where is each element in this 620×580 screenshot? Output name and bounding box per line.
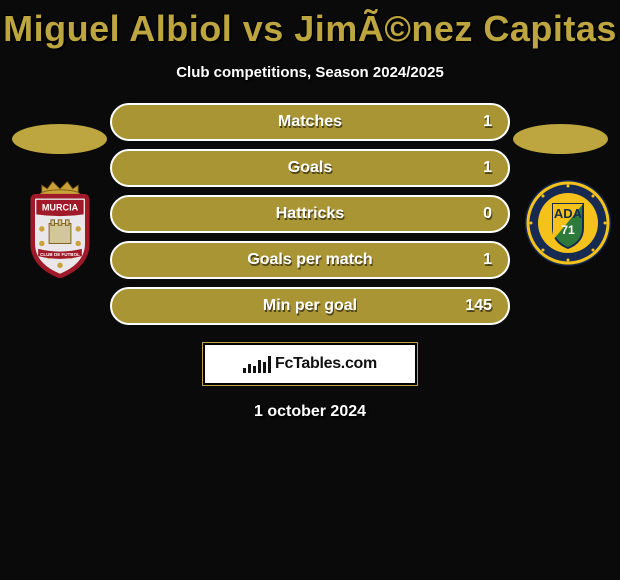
stat-label: Min per goal xyxy=(263,297,357,315)
stat-row-matches: Matches 1 xyxy=(110,103,510,141)
stat-value: 1 xyxy=(483,159,492,177)
subtitle: Club competitions, Season 2024/2025 xyxy=(0,64,620,81)
stat-value: 145 xyxy=(465,297,492,315)
stat-label: Hattricks xyxy=(276,205,344,223)
stats-area: Matches 1 Goals 1 Hattricks 0 Goals per … xyxy=(0,103,620,325)
stat-row-goals: Goals 1 xyxy=(110,149,510,187)
stat-value: 0 xyxy=(483,205,492,223)
stat-label: Goals xyxy=(288,159,332,177)
date-text: 1 october 2024 xyxy=(0,403,620,421)
stat-row-hattricks: Hattricks 0 xyxy=(110,195,510,233)
page-title: Miguel Albiol vs JimÃ©nez Capitas xyxy=(0,8,620,50)
brand-box: FcTables.com xyxy=(203,343,417,385)
brand-text: FcTables.com xyxy=(275,355,377,373)
stat-value: 1 xyxy=(483,113,492,131)
bar-chart-icon xyxy=(243,355,271,373)
stat-label: Matches xyxy=(278,113,342,131)
stat-label: Goals per match xyxy=(247,251,372,269)
stat-value: 1 xyxy=(483,251,492,269)
stat-row-goals-per-match: Goals per match 1 xyxy=(110,241,510,279)
stat-row-min-per-goal: Min per goal 145 xyxy=(110,287,510,325)
